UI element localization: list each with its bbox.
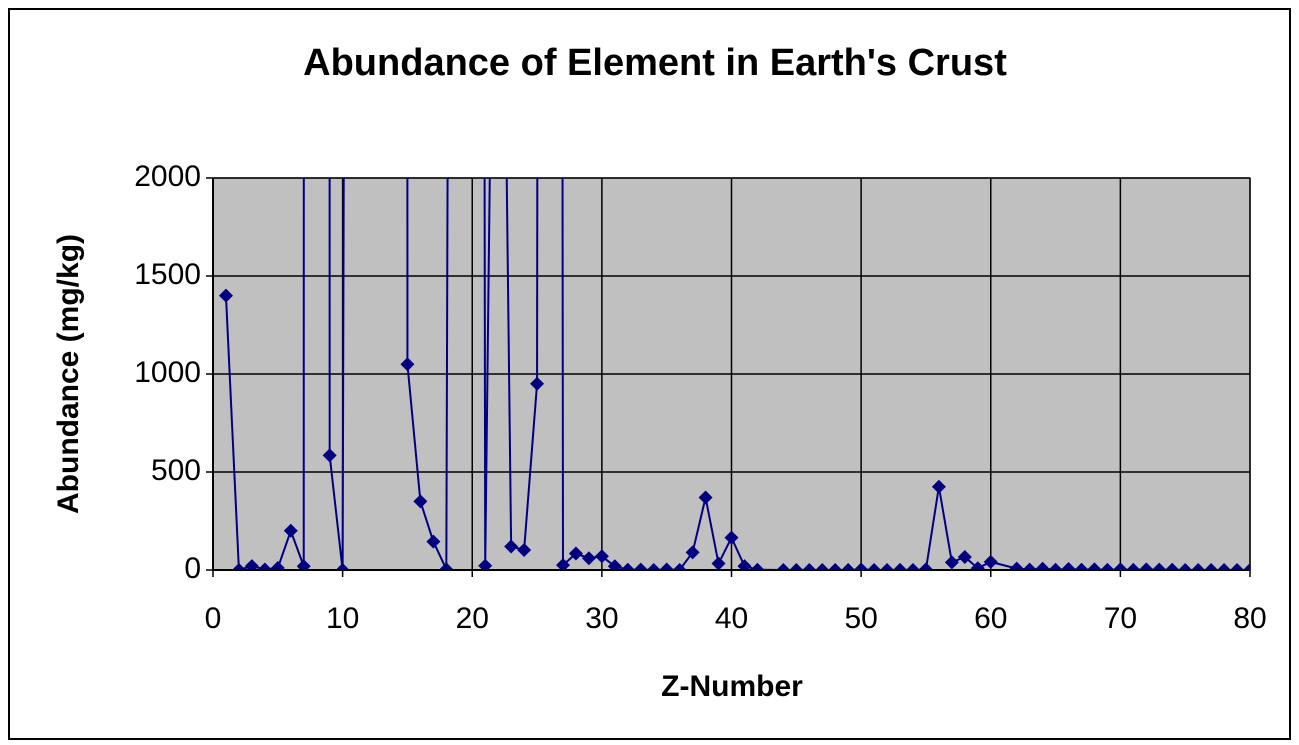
data-point (1087, 562, 1102, 570)
data-point (698, 490, 713, 505)
data-point (555, 558, 570, 570)
y-tick-label: 500 (151, 454, 201, 487)
data-point (1074, 562, 1089, 570)
data-point (1048, 562, 1063, 570)
data-point (413, 494, 428, 509)
data-point (983, 554, 998, 569)
x-tick-label: 40 (715, 602, 748, 635)
data-point (659, 562, 674, 570)
x-tick-label: 30 (585, 602, 618, 635)
data-point (335, 562, 350, 570)
data-point (296, 559, 311, 570)
data-point (685, 545, 700, 560)
data-point (1165, 562, 1180, 570)
y-tick-label: 0 (184, 552, 201, 585)
data-point (1126, 562, 1141, 570)
data-point (1100, 562, 1115, 570)
data-point (841, 562, 856, 570)
data-point (880, 562, 895, 570)
data-point (607, 559, 622, 570)
y-tick-label: 2000 (134, 160, 201, 193)
x-axis-label: Z-Number (661, 670, 803, 703)
data-point (400, 357, 415, 372)
data-point (672, 563, 687, 570)
data-point (802, 562, 817, 570)
data-point (283, 523, 298, 538)
data-point (1243, 562, 1250, 570)
data-point (828, 562, 843, 570)
data-point (1178, 562, 1193, 570)
data-point (867, 562, 882, 570)
data-point (893, 562, 908, 570)
plot-content (218, 178, 1250, 570)
data-point (854, 562, 869, 570)
data-point (1204, 562, 1219, 570)
data-point (970, 561, 985, 570)
data-point (620, 562, 635, 570)
data-point (530, 376, 545, 391)
data-point (1191, 562, 1206, 570)
data-point (815, 562, 830, 570)
chart-title: Abundance of Element in Earth's Crust (303, 42, 1007, 84)
data-point (322, 448, 337, 463)
data-point (905, 563, 920, 570)
data-point (1139, 562, 1154, 570)
data-point (1035, 561, 1050, 570)
data-point (918, 562, 933, 570)
data-point (646, 562, 661, 570)
data-point (439, 562, 454, 570)
x-tick-label: 70 (1104, 602, 1137, 635)
data-point (750, 562, 765, 570)
y-tick-label: 1500 (134, 258, 201, 291)
data-point (737, 559, 752, 570)
data-point (724, 530, 739, 545)
x-tick-label: 20 (456, 602, 489, 635)
data-point (957, 549, 972, 564)
data-point (244, 559, 259, 570)
data-point (1113, 562, 1128, 570)
data-point (581, 551, 596, 566)
data-point (426, 534, 441, 549)
data-point (1152, 562, 1167, 570)
x-tick-label: 60 (974, 602, 1007, 635)
x-tick-label: 0 (205, 602, 222, 635)
data-point (504, 539, 519, 554)
y-axis-label: Abundance (mg/kg) (52, 234, 85, 514)
data-point (931, 479, 946, 494)
data-point (944, 555, 959, 570)
data-point (218, 288, 233, 303)
data-point (257, 562, 272, 570)
data-point (1009, 561, 1024, 570)
data-point (231, 562, 246, 570)
x-tick-label: 10 (326, 602, 359, 635)
data-point (776, 562, 791, 570)
data-point (270, 561, 285, 570)
x-tick-label: 50 (844, 602, 877, 635)
data-point (517, 543, 532, 558)
data-point (633, 562, 648, 570)
data-point (478, 558, 493, 570)
data-point (1061, 561, 1076, 570)
y-tick-label: 1000 (134, 356, 201, 389)
data-point (789, 562, 804, 570)
data-point (1230, 562, 1245, 570)
data-point (594, 549, 609, 564)
data-point (568, 546, 583, 561)
data-point (1022, 562, 1037, 570)
data-point (1217, 562, 1232, 570)
data-point (711, 556, 726, 570)
x-tick-label: 80 (1233, 602, 1266, 635)
